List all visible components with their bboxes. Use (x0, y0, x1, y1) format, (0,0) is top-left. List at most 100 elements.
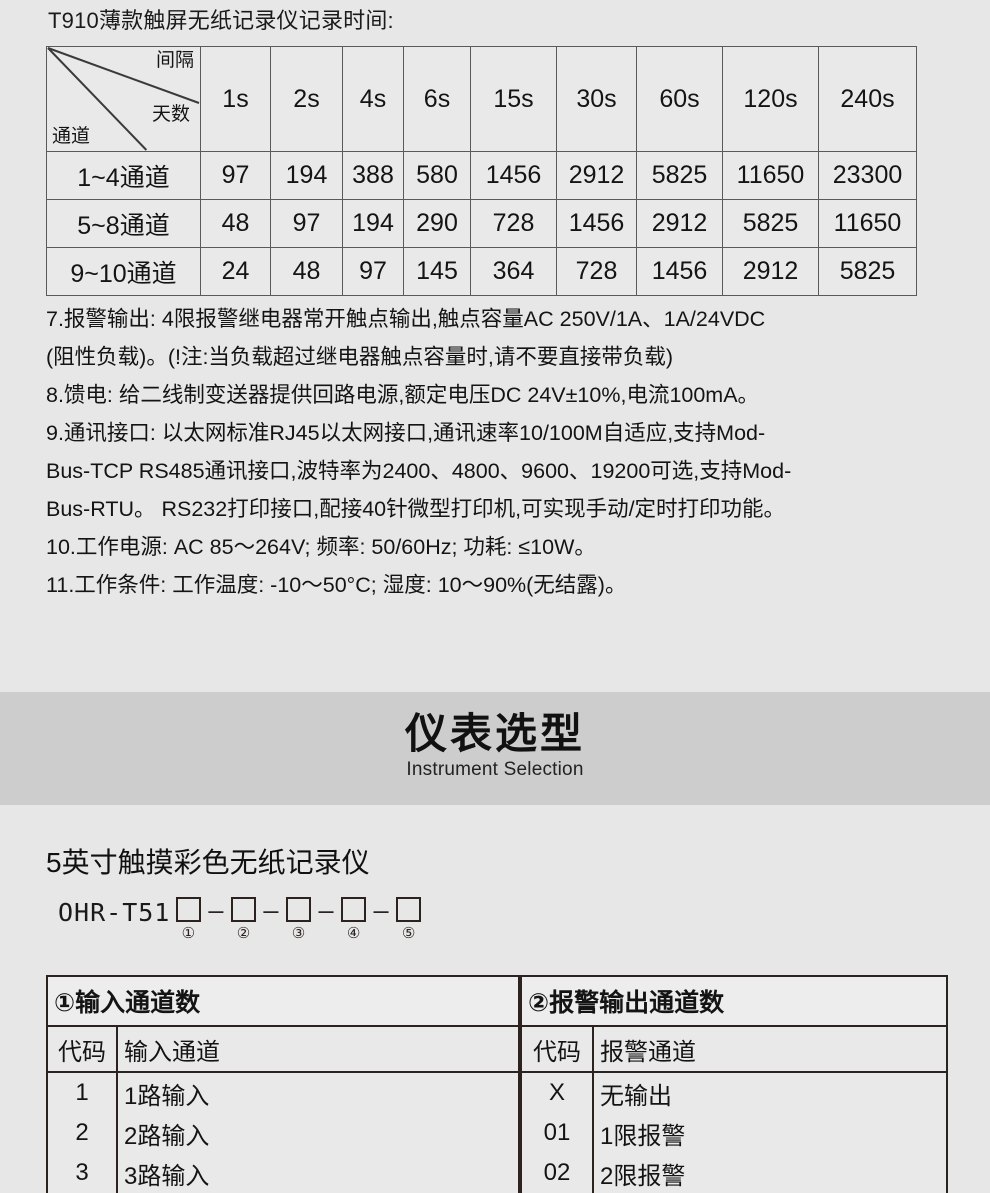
spec-line: 7.报警输出: 4限报警继电器常开触点输出,触点容量AC 250V/1A、1A/… (46, 307, 766, 331)
selection-value-cell: 3路输入 (115, 1153, 521, 1193)
selection-col-header-code: 代码 (520, 1025, 595, 1073)
selection-code-cell: 01 (520, 1113, 595, 1153)
selection-value-cell: 1路输入 (115, 1072, 521, 1113)
model-code-box[interactable] (341, 897, 367, 922)
model-code-marker: ④ (346, 925, 361, 942)
selection-col-header-value: 输入通道 (115, 1025, 521, 1073)
table-row: 5~8通道 48 97 194 290 728 1456 2912 5825 1… (46, 199, 917, 248)
record-time-cell: 48 (270, 247, 343, 296)
selection-code-cell: 3 (46, 1153, 118, 1193)
model-code-slot-5[interactable]: ⑤ (391, 897, 427, 942)
selection-table-title: ①输入通道数 (45, 975, 521, 1027)
banner-title-cn: 仪表选型 (404, 710, 585, 757)
table-row: 3 3路输入 (46, 1153, 521, 1193)
selection-col-header-code: 代码 (46, 1025, 118, 1073)
record-time-cell: 5825 (722, 199, 819, 248)
table-row: 01 1限报警 (520, 1113, 949, 1153)
table-row: 1 1路输入 (46, 1072, 521, 1113)
record-time-cell: 728 (470, 199, 557, 248)
spec-line: 10.工作电源: AC 85～264V; 频率: 50/60Hz; 功耗: ≤1… (46, 535, 596, 559)
selection-value-cell: 无输出 (592, 1072, 949, 1113)
selection-table-title-row: ①输入通道数 (45, 975, 521, 1027)
spec-line: 11.工作条件: 工作温度: -10～50°C; 湿度: 10～90%(无结露)… (46, 573, 627, 597)
model-code-slot-4[interactable]: ④ (336, 897, 372, 942)
record-time-cell: 580 (403, 151, 471, 200)
record-time-header-row: 间隔 天数 通道 1s 2s 4s 6s 15s 30s 60s 120s 24… (46, 46, 917, 152)
record-time-col-header: 240s (818, 46, 917, 152)
record-time-cell: 24 (200, 247, 271, 296)
record-time-cell: 48 (200, 199, 271, 248)
record-time-cell: 290 (403, 199, 471, 248)
model-code-slot-1[interactable]: ① (170, 897, 206, 942)
instrument-selection-banner: 仪表选型 Instrument Selection (0, 692, 990, 805)
record-time-cell: 97 (200, 151, 271, 200)
model-code-separator: – (318, 896, 334, 925)
record-time-title: T910薄款触屏无纸记录仪记录时间: (48, 8, 394, 33)
alarm-output-selection-table: ②报警输出通道数 代码 报警通道 X 无输出 01 1限报警 02 2限报警 (520, 975, 949, 1193)
model-code-box[interactable] (285, 897, 311, 922)
model-code-box[interactable] (230, 897, 256, 922)
model-code-prefix: OHR-T51 (58, 898, 171, 927)
model-code-slot-3[interactable]: ③ (280, 897, 316, 942)
record-time-cell: 5825 (818, 247, 917, 296)
model-code-marker: ② (236, 925, 251, 942)
input-channel-selection-table: ①输入通道数 代码 输入通道 1 1路输入 2 2路输入 3 3路输入 (45, 975, 521, 1193)
record-time-cell: 2912 (722, 247, 819, 296)
model-code-slot-2[interactable]: ② (225, 897, 261, 942)
table-row: 02 2限报警 (520, 1153, 949, 1193)
spec-line: Bus-RTU。 RS232打印接口,配接40针微型打印机,可实现手动/定时打印… (46, 497, 786, 521)
record-time-table: 间隔 天数 通道 1s 2s 4s 6s 15s 30s 60s 120s 24… (46, 46, 917, 296)
model-code-marker: ⑤ (401, 925, 416, 942)
record-time-cell: 145 (403, 247, 471, 296)
corner-days-label: 天数 (151, 104, 190, 125)
record-time-cell: 5825 (636, 151, 723, 200)
record-time-cell: 194 (270, 151, 343, 200)
record-time-cell: 2912 (636, 199, 723, 248)
record-time-col-header: 120s (722, 46, 819, 152)
record-time-col-header: 6s (403, 46, 471, 152)
model-code-separator: – (373, 896, 389, 925)
corner-diagonal-lines-icon (47, 47, 200, 151)
record-time-cell: 1456 (556, 199, 637, 248)
selection-table-header-row: 代码 输入通道 (46, 1025, 521, 1073)
record-time-row-label: 1~4通道 (46, 151, 201, 200)
record-time-cell: 728 (556, 247, 637, 296)
specifications-section: 7.报警输出: 4限报警继电器常开触点输出,触点容量AC 250V/1A、1A/… (46, 300, 956, 604)
model-code-box[interactable] (396, 897, 422, 922)
banner-title-en: Instrument Selection (406, 759, 584, 780)
record-time-cell: 364 (470, 247, 557, 296)
record-time-col-header: 60s (636, 46, 723, 152)
record-time-corner-cell: 间隔 天数 通道 (46, 46, 201, 152)
table-row: 2 2路输入 (46, 1113, 521, 1153)
record-time-cell: 11650 (722, 151, 819, 200)
record-time-cell: 11650 (818, 199, 917, 248)
table-row: 1~4通道 97 194 388 580 1456 2912 5825 1165… (46, 151, 917, 200)
selection-code-cell: X (520, 1072, 595, 1113)
record-time-cell: 194 (342, 199, 404, 248)
selection-table-title: ②报警输出通道数 (520, 975, 949, 1027)
selection-value-cell: 2路输入 (115, 1113, 521, 1153)
spec-line: 9.通讯接口: 以太网标准RJ45以太网接口,通讯速率10/100M自适应,支持… (46, 421, 766, 445)
table-row: X 无输出 (520, 1072, 949, 1113)
selection-table-title-row: ②报警输出通道数 (520, 975, 949, 1027)
spec-line: Bus-TCP RS485通讯接口,波特率为2400、4800、9600、192… (46, 459, 792, 483)
record-time-col-header: 30s (556, 46, 637, 152)
selection-table-header-row: 代码 报警通道 (520, 1025, 949, 1073)
record-time-cell: 23300 (818, 151, 917, 200)
record-time-col-header: 2s (270, 46, 343, 152)
selection-value-cell: 2限报警 (592, 1153, 949, 1193)
record-time-table-wrap: 间隔 天数 通道 1s 2s 4s 6s 15s 30s 60s 120s 24… (46, 46, 917, 296)
model-title: 5英寸触摸彩色无纸记录仪 (46, 847, 370, 878)
table-row: 9~10通道 24 48 97 145 364 728 1456 2912 58… (46, 247, 917, 296)
record-time-cell: 1456 (636, 247, 723, 296)
record-time-cell: 97 (270, 199, 343, 248)
record-time-col-header: 1s (200, 46, 271, 152)
corner-interval-label: 间隔 (155, 50, 194, 71)
model-code-separator: – (263, 896, 279, 925)
selection-code-cell: 1 (46, 1072, 118, 1113)
model-code-box[interactable] (175, 897, 201, 922)
record-time-cell: 388 (342, 151, 404, 200)
record-time-row-label: 5~8通道 (46, 199, 201, 248)
spec-line: 8.馈电: 给二线制变送器提供回路电源,额定电压DC 24V±10%,电流100… (46, 383, 760, 407)
selection-code-cell: 2 (46, 1113, 118, 1153)
